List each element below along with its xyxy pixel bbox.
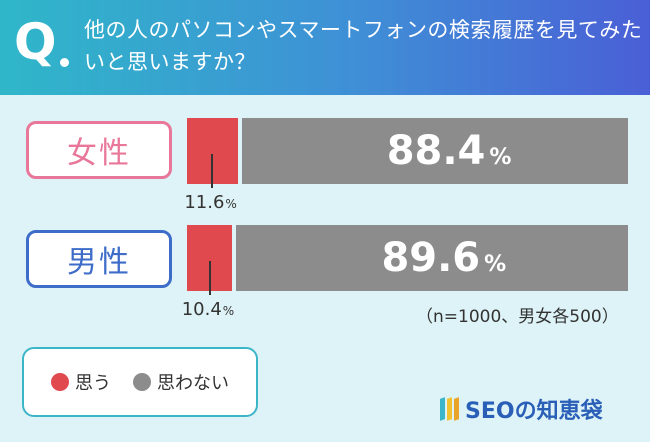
sample-note: （n=1000、男女各500）	[416, 307, 619, 327]
value-no-number: 89.6	[381, 235, 481, 281]
q-mark: Q	[14, 13, 57, 71]
question-header: Q 他の人のパソコンやスマートフォンの検索履歴を見てみたいと思いますか？	[0, 0, 650, 95]
stripes-icon	[440, 397, 459, 421]
value-label-no-1: 89.6%	[381, 225, 506, 298]
bar-no-1	[236, 225, 628, 291]
value-yes-unit: %	[225, 197, 237, 211]
value-no-unit: %	[489, 145, 512, 170]
legend-item-no: 思わない	[133, 369, 229, 395]
value-label-yes-0: 11.6%	[184, 192, 236, 213]
value-yes-number: 10.4	[181, 299, 222, 320]
question-text: 他の人のパソコンやスマートフォンの検索履歴を見てみたいと思いますか？	[84, 18, 643, 74]
legend-no-dot	[133, 373, 151, 391]
leader-tick-1	[208, 261, 211, 295]
value-label-yes-1: 10.4%	[182, 299, 234, 320]
male-label: 男性	[26, 230, 172, 288]
legend-no-label: 思わない	[157, 373, 229, 394]
value-no-number: 88.4	[386, 128, 486, 174]
value-label-no-0: 88.4%	[387, 118, 512, 191]
value-no-unit: %	[484, 252, 507, 277]
female-label: 女性	[26, 121, 172, 179]
legend: 思う 思わない	[22, 347, 258, 417]
value-yes-unit: %	[222, 304, 235, 318]
logo: SEOの知恵袋	[440, 393, 603, 425]
value-yes-number: 11.6	[184, 192, 225, 213]
legend-item-yes: 思う	[51, 369, 111, 395]
q-dot	[60, 58, 69, 67]
bar-no-0	[241, 118, 628, 184]
legend-yes-dot	[51, 373, 69, 391]
legend-yes-label: 思う	[75, 373, 111, 394]
logo-text: SEOの知恵袋	[465, 399, 603, 424]
leader-tick-0	[211, 154, 214, 188]
